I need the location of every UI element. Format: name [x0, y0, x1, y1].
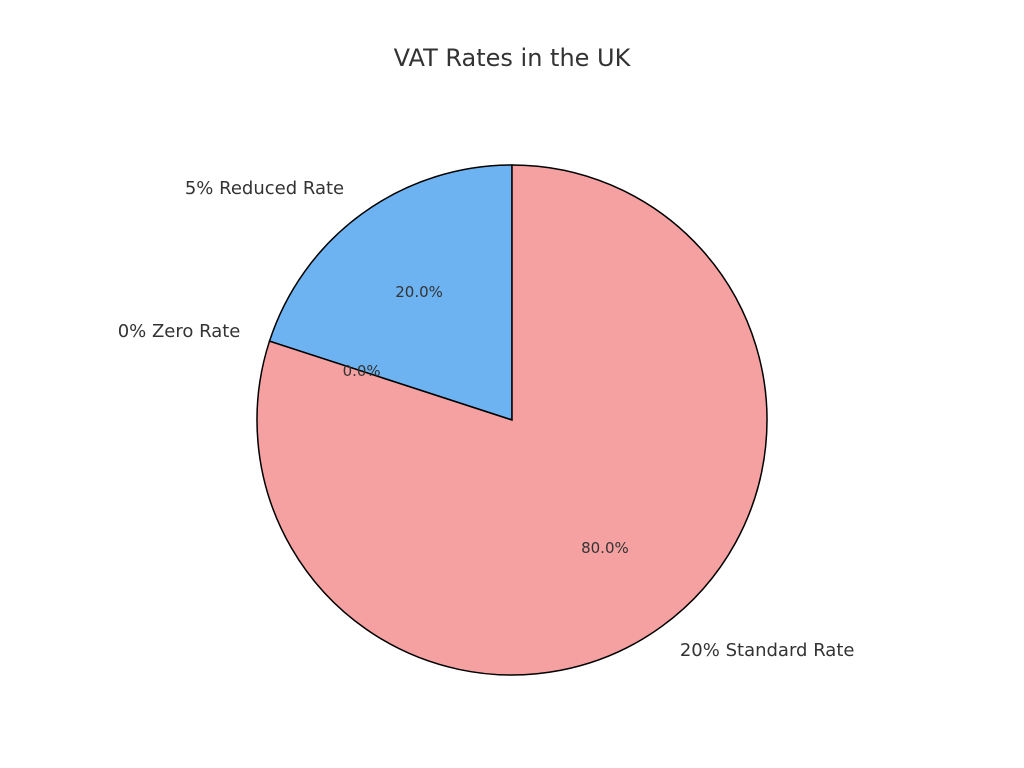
slice-label-2: 20% Standard Rate — [680, 640, 855, 661]
slice-pct-0: 20.0% — [389, 283, 449, 301]
slice-pct-2: 80.0% — [575, 539, 635, 557]
slice-label-0: 5% Reduced Rate — [185, 178, 344, 199]
pie-chart-container: VAT Rates in the UK 5% Reduced Rate20.0%… — [0, 0, 1024, 768]
slice-label-1: 0% Zero Rate — [118, 321, 241, 342]
slice-pct-1: 0.0% — [332, 362, 392, 380]
pie-chart-svg — [0, 0, 1024, 768]
